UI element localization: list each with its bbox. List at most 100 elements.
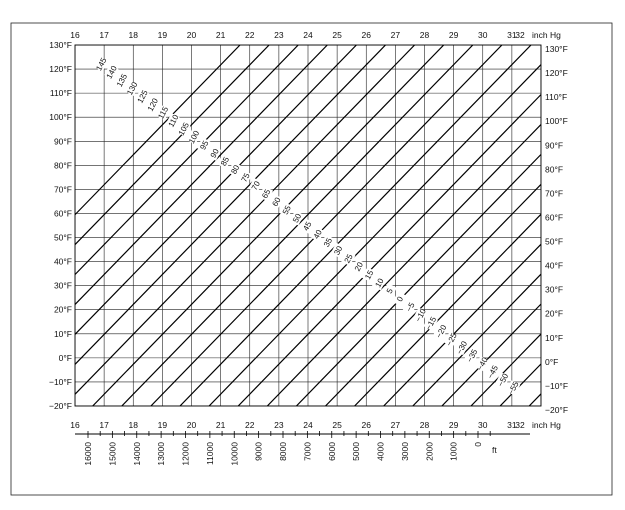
altitude-tick-label: 4000	[376, 442, 386, 461]
altitude-tick-label: 5000	[351, 442, 361, 461]
altitude-tick-label: 10000	[229, 442, 239, 466]
top-pressure-tick: 17	[99, 30, 109, 40]
top-pressure-tick: 25	[332, 30, 342, 40]
line-label: 135	[115, 72, 129, 88]
bottom-pressure-unit: inch Hg	[532, 420, 561, 430]
altitude-tick-label: 6000	[327, 442, 337, 461]
correction-line	[413, 45, 625, 406]
top-pressure-tick: 16	[70, 30, 80, 40]
bottom-pressure-tick: 32	[515, 420, 525, 430]
right-temperature-tick: 130°F	[545, 44, 568, 54]
altitude-tick-label: 7000	[302, 442, 312, 461]
top-pressure-tick: 32	[515, 30, 525, 40]
right-temperature-tick: −10°F	[545, 381, 568, 391]
line-label: 130	[125, 80, 139, 96]
altitude-tick-label: 16000	[83, 442, 93, 466]
left-temperature-tick: 50°F	[54, 233, 72, 243]
right-temperature-tick: 40°F	[545, 261, 563, 271]
bottom-pressure-tick: 23	[274, 420, 284, 430]
bottom-pressure-tick: 24	[303, 420, 313, 430]
top-pressure-tick: 26	[362, 30, 372, 40]
altitude-tick-label: 0	[473, 442, 483, 447]
left-temperature-tick: 90°F	[54, 136, 72, 146]
line-label: −20	[434, 323, 449, 340]
altitude-tick-label: 13000	[156, 442, 166, 466]
altitude-tick-label: 3000	[400, 442, 410, 461]
left-temperature-tick: −10°F	[49, 377, 72, 387]
left-temperature-tick: 80°F	[54, 160, 72, 170]
top-pressure-tick: 30	[478, 30, 488, 40]
top-pressure-tick: 24	[303, 30, 313, 40]
top-pressure-unit: inch Hg	[532, 30, 561, 40]
bottom-pressure-tick: 19	[158, 420, 168, 430]
left-temperature-tick: 40°F	[54, 257, 72, 267]
bottom-pressure-tick: 30	[478, 420, 488, 430]
bottom-pressure-tick: 28	[420, 420, 430, 430]
line-label: 105	[177, 121, 191, 137]
altitude-tick-label: 15000	[107, 442, 117, 466]
left-temperature-tick: 70°F	[54, 184, 72, 194]
correction-line	[64, 45, 415, 406]
right-temperature-tick: 60°F	[545, 212, 563, 222]
left-temperature-tick: 100°F	[49, 112, 72, 122]
correction-line	[529, 45, 625, 406]
correction-line	[0, 45, 298, 406]
right-temperature-tick: 0°F	[545, 357, 558, 367]
right-temperature-tick: 30°F	[545, 285, 563, 295]
bottom-pressure-tick: 21	[216, 420, 226, 430]
line-label: −50	[496, 372, 511, 389]
correction-line	[0, 45, 327, 406]
right-temperature-tick: 120°F	[545, 68, 568, 78]
correction-line	[587, 45, 625, 406]
bottom-pressure-tick: 29	[449, 420, 459, 430]
right-temperature-tick: 110°F	[545, 92, 567, 102]
altitude-tick-label: 11000	[205, 442, 215, 465]
left-temperature-tick: 60°F	[54, 208, 72, 218]
bottom-pressure-tick: 20	[187, 420, 197, 430]
correction-line	[238, 45, 589, 406]
correction-line	[0, 45, 269, 406]
left-temperature-tick: 30°F	[54, 281, 72, 291]
top-pressure-tick: 21	[216, 30, 226, 40]
top-pressure-tick: 18	[129, 30, 139, 40]
left-temperature-tick: 110°F	[50, 88, 72, 98]
correction-line	[151, 45, 502, 406]
left-temperature-tick: 130°F	[49, 40, 72, 50]
left-temperature-tick: 20°F	[54, 305, 72, 315]
left-temperature-tick: 0°F	[59, 353, 72, 363]
top-pressure-tick: 22	[245, 30, 255, 40]
bottom-pressure-tick: 22	[245, 420, 255, 430]
altitude-tick-label: 1000	[449, 442, 459, 461]
right-temperature-tick: 70°F	[545, 188, 563, 198]
top-pressure-tick: 28	[420, 30, 430, 40]
bottom-pressure-tick: 16	[70, 420, 80, 430]
bottom-pressure-tick: 17	[99, 420, 109, 430]
right-temperature-tick: 10°F	[545, 333, 563, 343]
top-pressure-tick: 27	[391, 30, 401, 40]
correction-line	[209, 45, 560, 406]
top-pressure-tick: 29	[449, 30, 459, 40]
line-label: 100	[187, 129, 201, 145]
top-pressure-tick: 19	[158, 30, 168, 40]
altitude-tick-label: 9000	[254, 442, 264, 461]
left-temperature-tick: 10°F	[54, 329, 72, 339]
bottom-pressure-tick: 18	[129, 420, 139, 430]
altitude-unit: ft	[492, 445, 497, 455]
left-temperature-tick: −20°F	[49, 401, 72, 411]
correction-line	[558, 45, 625, 406]
line-label: −30	[455, 339, 470, 356]
right-temperature-tick: 20°F	[545, 309, 563, 319]
altitude-tick-label: 14000	[132, 442, 142, 466]
line-label: 125	[136, 88, 150, 104]
correction-line	[35, 45, 386, 406]
top-pressure-tick: 20	[187, 30, 197, 40]
right-temperature-tick: 100°F	[545, 116, 568, 126]
line-label: 110	[167, 113, 181, 129]
line-label: −15	[424, 315, 439, 332]
right-temperature-tick: 50°F	[545, 237, 563, 247]
correction-line	[617, 45, 625, 406]
correction-line	[122, 45, 473, 406]
line-label: 145	[94, 56, 108, 72]
